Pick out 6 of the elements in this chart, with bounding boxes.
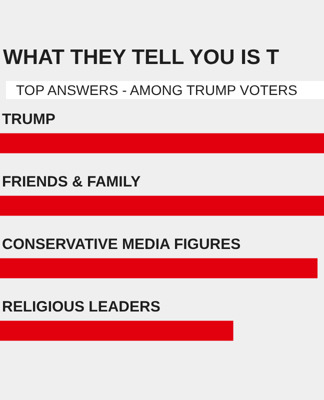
y-tick-label: FRIENDS & FAMILY xyxy=(2,173,141,190)
y-tick-label: RELIGIOUS LEADERS xyxy=(2,298,160,316)
chart-subtitle: TOP ANSWERS - AMONG TRUMP VOTERS xyxy=(6,81,324,99)
y-tick-label: TRUMP xyxy=(2,110,56,128)
y-tick-label: CONSERVATIVE MEDIA FIGURES xyxy=(2,236,241,253)
chart-title: WHAT THEY TELL YOU IS T xyxy=(3,46,280,70)
